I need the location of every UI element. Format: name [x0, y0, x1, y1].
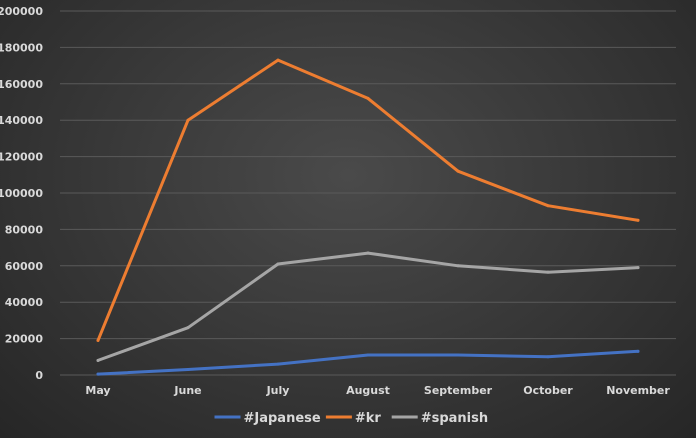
data-point-kr-june: [186, 118, 190, 122]
y-tick-label: 160000: [0, 78, 43, 91]
y-tick-label: 0: [35, 369, 43, 382]
data-point-japanese-september: [456, 353, 460, 357]
x-axis-tick-labels: May June July August September October Novembe…: [85, 384, 670, 397]
x-tick-label: August: [346, 384, 390, 397]
series-line-kr: [96, 58, 640, 342]
y-tick-label: 100000: [0, 187, 43, 200]
data-point-spanish-may: [96, 358, 100, 362]
data-point-kr-october: [546, 204, 550, 208]
x-tick-label: May: [85, 384, 110, 397]
data-point-japanese-november: [636, 349, 640, 353]
x-tick-label: June: [173, 384, 201, 397]
legend-item-spanish: #spanish: [391, 411, 488, 426]
data-point-kr-september: [456, 169, 460, 173]
data-point-japanese-august: [366, 353, 370, 357]
y-tick-label: 40000: [5, 296, 44, 309]
x-tick-label: November: [606, 384, 670, 397]
y-axis-tick-labels: 0 20000 40000 60000 80000 100000 120000 140000 1…: [0, 5, 43, 382]
x-tick-label: September: [424, 384, 493, 397]
y-tick-label: 20000: [5, 333, 44, 346]
legend: #Japanese #kr #spanish: [214, 411, 488, 426]
data-point-spanish-november: [636, 266, 640, 270]
data-point-japanese-october: [546, 355, 550, 359]
legend-label-spanish: #spanish: [421, 411, 488, 426]
x-tick-label: October: [523, 384, 573, 397]
data-point-japanese-july: [276, 362, 280, 366]
gridlines: [60, 10, 676, 376]
x-tick-label: July: [266, 384, 290, 397]
y-tick-label: 140000: [0, 114, 43, 127]
y-tick-label: 180000: [0, 41, 43, 54]
data-point-spanish-june: [186, 326, 190, 330]
y-tick-label: 200000: [0, 5, 43, 18]
data-point-spanish-october: [546, 270, 550, 274]
data-point-spanish-september: [456, 264, 460, 268]
data-point-japanese-may: [96, 372, 100, 376]
data-point-kr-august: [366, 96, 370, 100]
series-lines: [96, 58, 640, 376]
data-point-spanish-july: [276, 262, 280, 266]
data-point-spanish-august: [366, 251, 370, 255]
legend-item-kr: #kr: [325, 411, 382, 426]
legend-item-japanese: #Japanese: [214, 411, 321, 426]
y-tick-label: 80000: [5, 223, 44, 236]
data-point-kr-may: [96, 338, 100, 342]
legend-label-kr: #kr: [355, 411, 382, 426]
series-line-spanish: [96, 251, 640, 362]
data-point-kr-november: [636, 218, 640, 222]
data-point-japanese-june: [186, 368, 190, 372]
y-tick-label: 60000: [5, 260, 44, 273]
data-point-kr-july: [276, 58, 280, 62]
y-tick-label: 120000: [0, 151, 43, 164]
legend-label-japanese: #Japanese: [244, 411, 321, 426]
